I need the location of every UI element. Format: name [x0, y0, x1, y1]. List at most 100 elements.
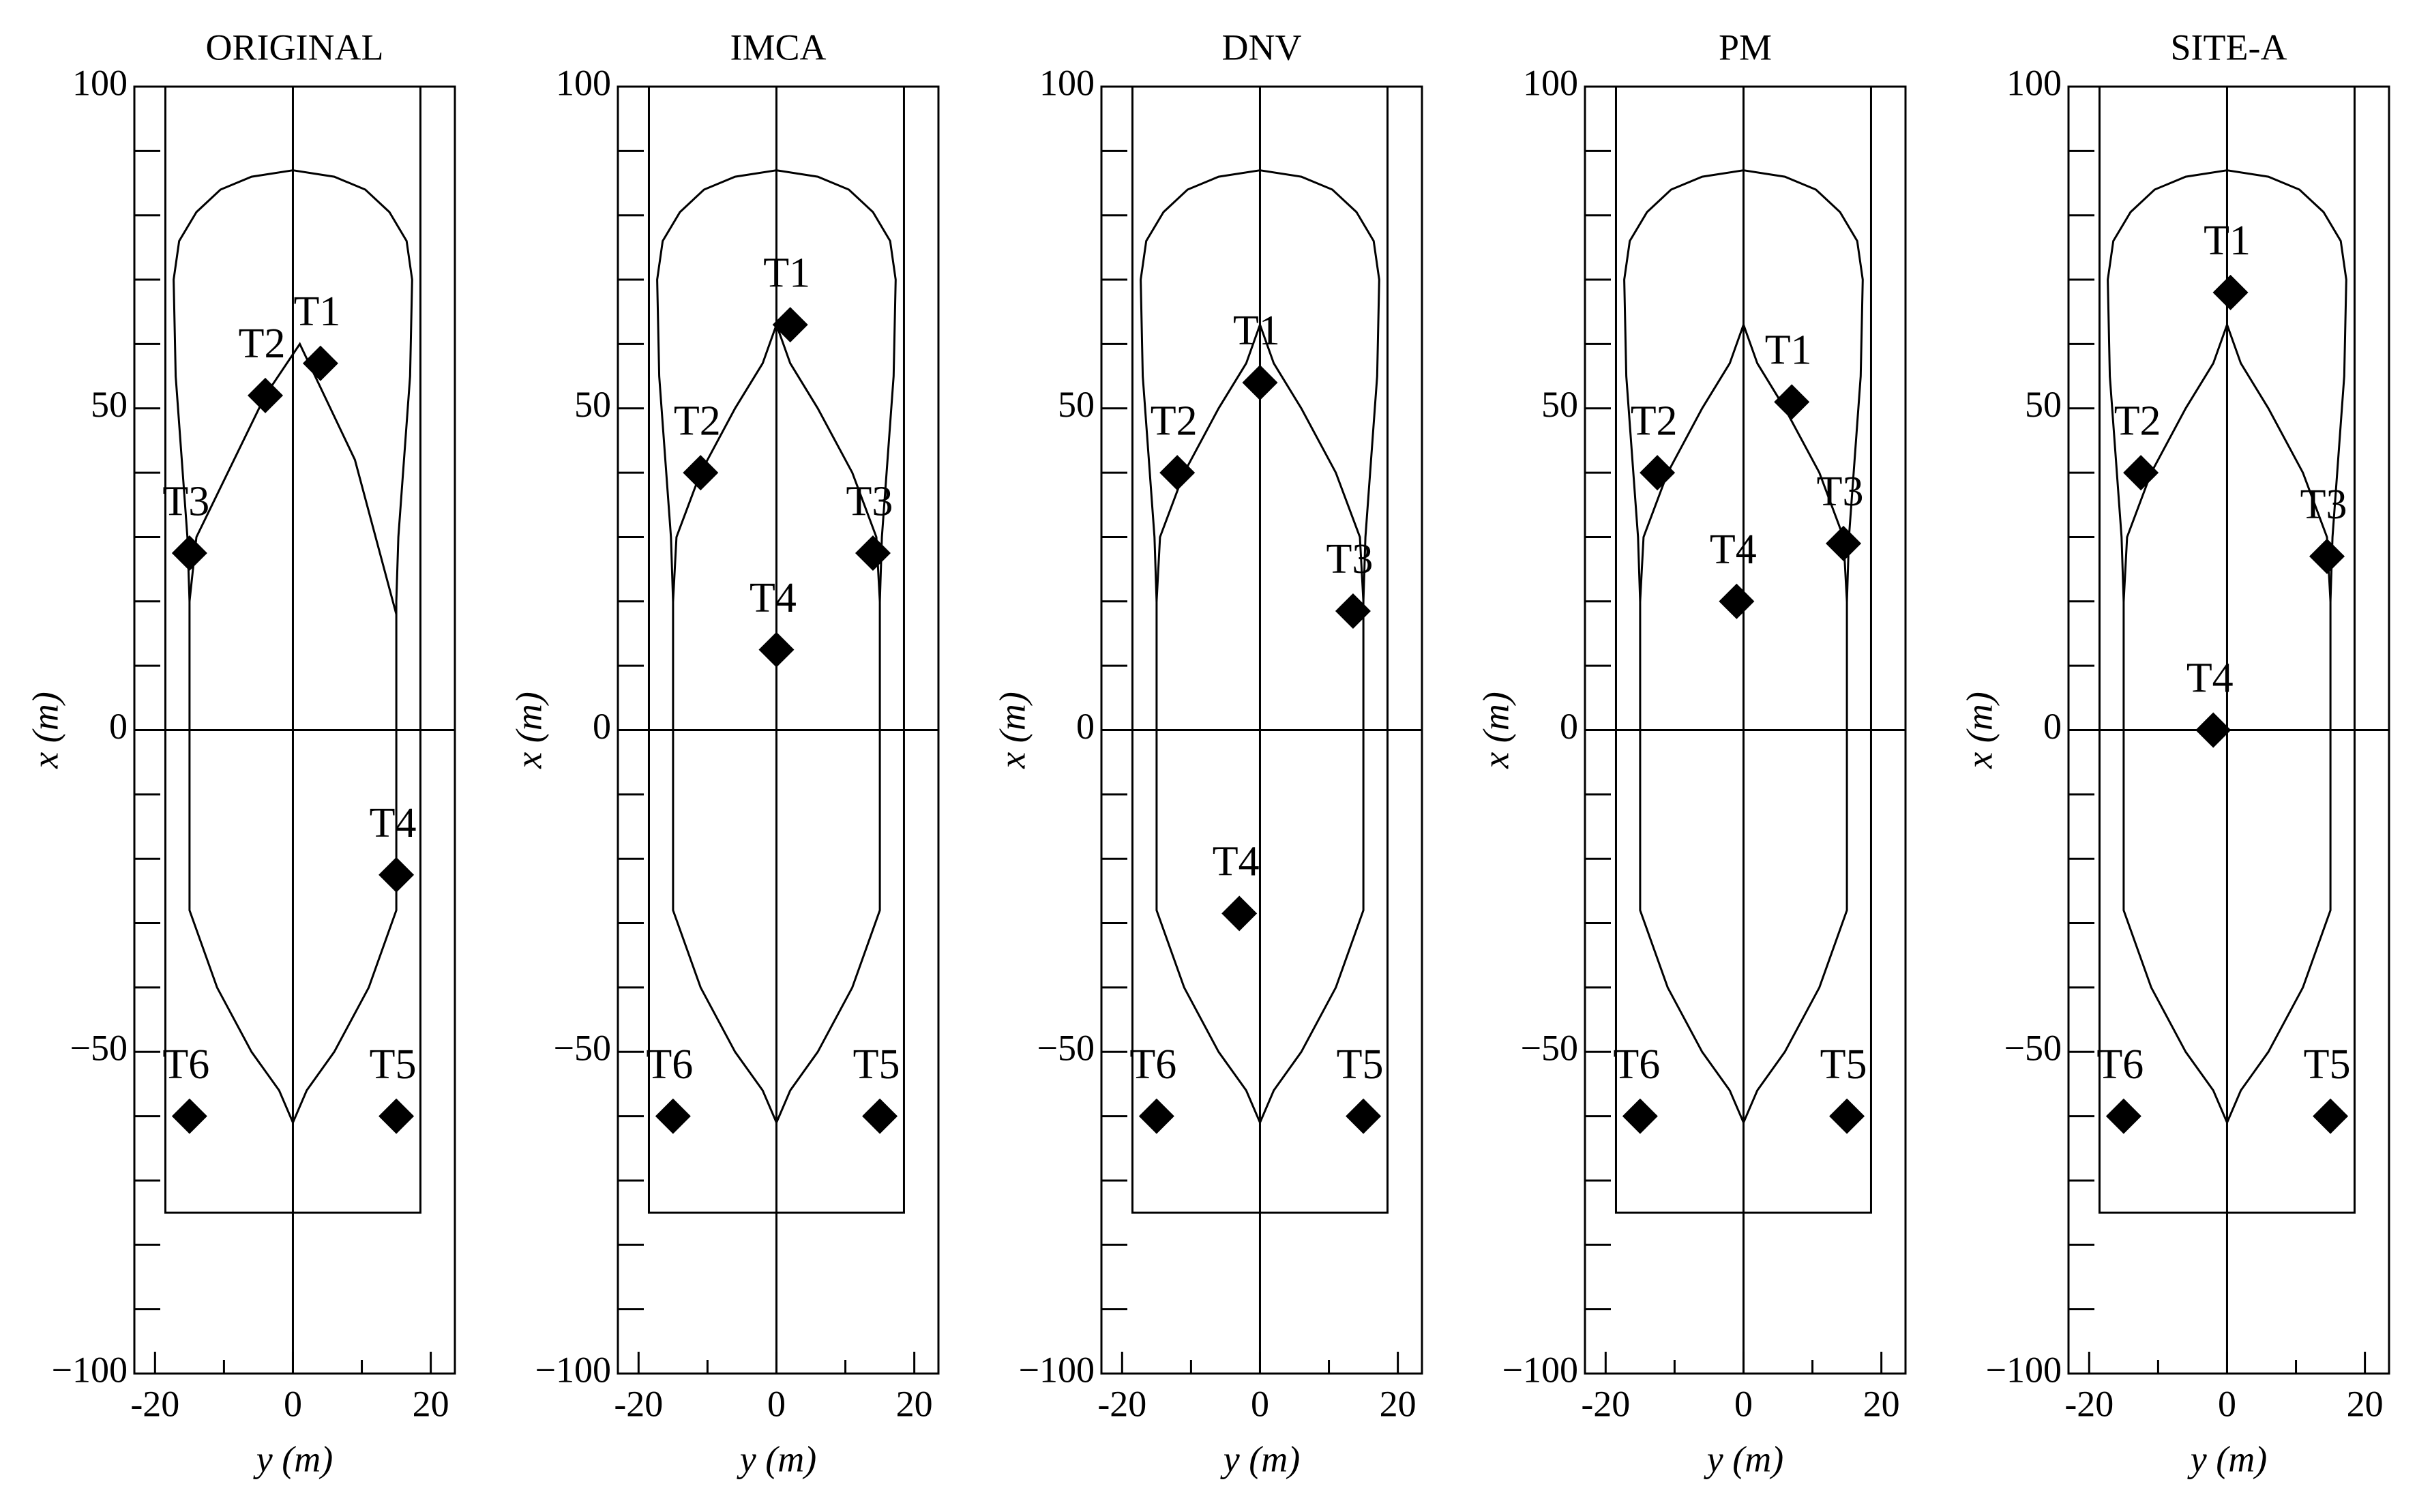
thruster-marker — [655, 1098, 691, 1134]
x-tick-label: -20 — [2064, 1383, 2114, 1424]
thruster-label: T1 — [1233, 308, 1280, 354]
thruster-marker — [1826, 525, 1862, 561]
operating-boundary — [1155, 324, 1261, 602]
y-axis-label: x (m) — [1959, 692, 2000, 769]
y-tick-label: 0 — [2043, 706, 2062, 747]
y-tick-label: 50 — [574, 384, 611, 425]
y-tick-label: −100 — [535, 1349, 611, 1390]
x-axis-label: y (m) — [253, 1438, 333, 1479]
thruster-marker — [1719, 583, 1755, 619]
y-tick-label: 100 — [1523, 62, 1578, 103]
hull-outline — [2107, 169, 2347, 1125]
thruster-marker — [379, 857, 415, 893]
hull-outline — [1140, 169, 1380, 1125]
panel: DNV −100 −50 0 50 100 -20 0 20 y (m) x (m) T1 T2 T3 T4… — [992, 27, 1423, 1479]
hull-outline — [173, 169, 413, 1125]
thruster-marker — [1774, 384, 1810, 420]
thruster-marker — [1242, 365, 1278, 401]
thruster-label: T6 — [1613, 1041, 1660, 1088]
panel-title: SITE-A — [2171, 27, 2287, 68]
x-tick-label: 20 — [413, 1383, 449, 1424]
x-axis-label: y (m) — [1704, 1438, 1783, 1479]
thruster-marker — [248, 377, 284, 413]
y-tick-label: 50 — [2025, 384, 2062, 425]
thruster-label: T6 — [2096, 1041, 2144, 1088]
y-tick-label: −100 — [1019, 1349, 1095, 1390]
thruster-marker — [1221, 895, 1258, 932]
thruster-marker — [1346, 1098, 1382, 1134]
y-tick-label: 50 — [91, 384, 128, 425]
x-tick-label: 0 — [767, 1383, 786, 1424]
thruster-marker — [772, 307, 808, 343]
y-tick-label: 100 — [1039, 62, 1095, 103]
thruster-label: T4 — [1710, 527, 1757, 573]
y-tick-label: −50 — [70, 1028, 128, 1069]
thruster-label: T5 — [370, 1041, 417, 1088]
thruster-marker — [855, 535, 891, 572]
thruster-marker — [1829, 1098, 1865, 1134]
y-tick-label: 0 — [1560, 706, 1578, 747]
thruster-marker — [1640, 455, 1676, 491]
thruster-marker — [2123, 455, 2159, 491]
operating-boundary — [1639, 324, 1745, 602]
thruster-label: T4 — [750, 575, 797, 621]
x-tick-label: 0 — [284, 1383, 302, 1424]
y-tick-label: 0 — [1076, 706, 1095, 747]
x-tick-label: 0 — [2218, 1383, 2236, 1424]
thruster-marker — [1159, 455, 1196, 491]
panel-title: DNV — [1222, 27, 1302, 68]
panel-title: ORIGINAL — [206, 27, 384, 68]
y-axis-label: x (m) — [1475, 692, 1516, 769]
thruster-label: T1 — [1765, 327, 1812, 374]
thruster-marker — [683, 455, 719, 491]
x-tick-label: 20 — [1863, 1383, 1900, 1424]
y-tick-label: 0 — [109, 706, 128, 747]
thruster-label: T2 — [239, 321, 286, 367]
x-tick-label: -20 — [614, 1383, 663, 1424]
thruster-label: T1 — [763, 250, 810, 296]
y-axis-label: x (m) — [25, 692, 65, 769]
thruster-marker — [1622, 1098, 1658, 1134]
y-tick-label: 100 — [2006, 62, 2062, 103]
x-axis-label: y (m) — [737, 1438, 816, 1479]
thruster-label: T2 — [1151, 398, 1198, 444]
panel: PM −100 −50 0 50 100 -20 0 20 y (m) x (m) T1 T2 T3 T4 T… — [1475, 27, 1907, 1479]
thruster-label: T5 — [853, 1041, 900, 1088]
y-tick-label: −100 — [1986, 1349, 2062, 1390]
thruster-label: T3 — [846, 478, 893, 524]
thruster-marker — [2212, 274, 2249, 310]
x-tick-label: 20 — [2347, 1383, 2384, 1424]
operating-boundary — [1259, 324, 1365, 602]
y-tick-label: −50 — [1521, 1028, 1578, 1069]
thruster-label: T6 — [162, 1041, 209, 1088]
thruster-label: T4 — [370, 800, 417, 846]
y-tick-label: 0 — [593, 706, 611, 747]
thruster-label: T3 — [1326, 536, 1373, 582]
y-tick-label: −50 — [2004, 1028, 2062, 1069]
x-tick-label: 0 — [1251, 1383, 1269, 1424]
x-tick-label: 20 — [896, 1383, 933, 1424]
y-tick-label: −100 — [1502, 1349, 1578, 1390]
thruster-label: T2 — [674, 398, 721, 444]
x-axis-label: y (m) — [2187, 1438, 2267, 1479]
thruster-marker — [2195, 712, 2231, 748]
thruster-marker — [2105, 1098, 2141, 1134]
thruster-label: T3 — [162, 478, 209, 524]
panel-title: IMCA — [730, 27, 826, 68]
y-tick-label: −50 — [1037, 1028, 1095, 1069]
y-tick-label: 50 — [1541, 384, 1578, 425]
thruster-label: T2 — [1631, 398, 1678, 444]
x-tick-label: -20 — [1581, 1383, 1630, 1424]
panel-title: PM — [1719, 27, 1772, 68]
x-tick-label: 0 — [1734, 1383, 1753, 1424]
thruster-label: T5 — [1337, 1041, 1384, 1088]
thruster-marker — [171, 1098, 207, 1134]
thruster-label: T4 — [1213, 839, 1260, 885]
thruster-label: T2 — [2114, 398, 2161, 444]
operating-boundary — [672, 324, 777, 602]
thruster-label: T3 — [2300, 481, 2347, 528]
thruster-marker — [2313, 1098, 2349, 1134]
thruster-label: T1 — [2204, 218, 2251, 264]
